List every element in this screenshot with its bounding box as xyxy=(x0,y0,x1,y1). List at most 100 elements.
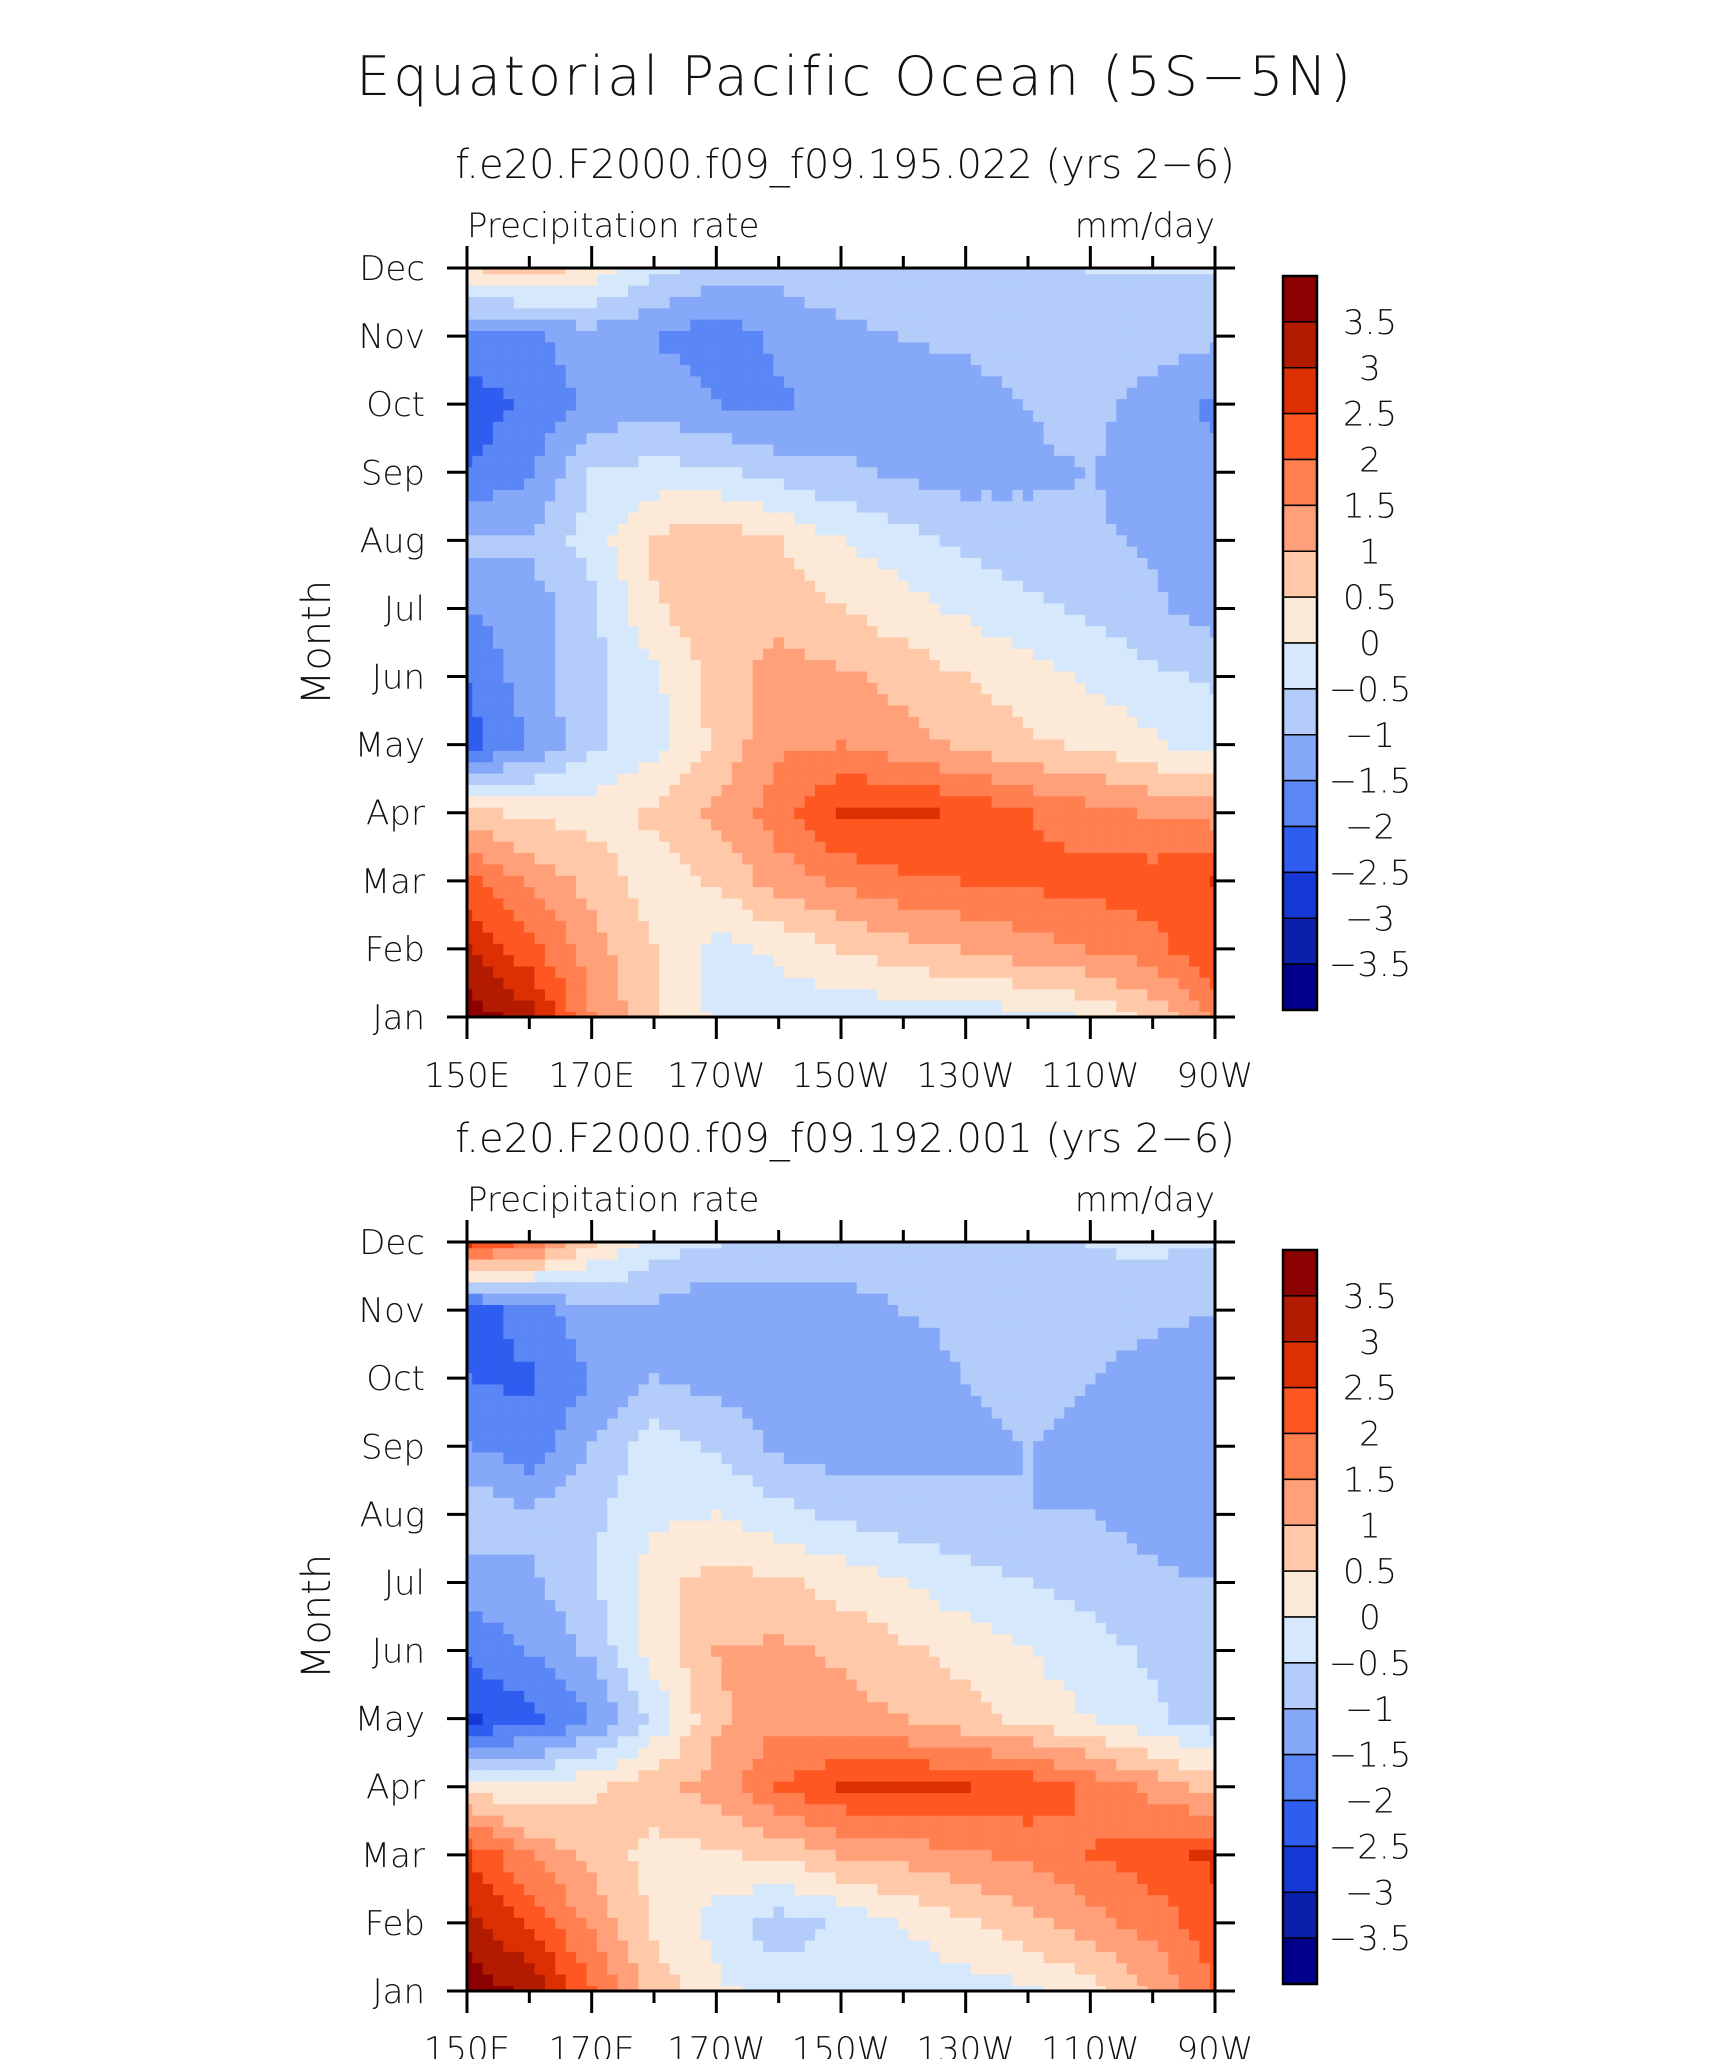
heatmap-cell xyxy=(1085,489,1097,502)
heatmap-cell xyxy=(555,477,567,490)
heatmap-cell xyxy=(918,546,930,558)
heatmap-cell xyxy=(638,784,650,797)
heatmap-cell xyxy=(679,489,691,502)
colorbar-swatch xyxy=(1282,367,1318,415)
heatmap-cell xyxy=(1053,863,1065,876)
heatmap-cell xyxy=(596,693,608,706)
heatmap-cell xyxy=(513,648,525,661)
heatmap-cell xyxy=(731,954,743,967)
heatmap-cell xyxy=(700,307,712,320)
heatmap-cell xyxy=(607,841,619,854)
heatmap-cell xyxy=(1157,443,1169,456)
heatmap-cell xyxy=(991,875,1003,888)
heatmap-cell xyxy=(742,909,754,922)
heatmap-cell xyxy=(1116,330,1128,343)
heatmap-cell xyxy=(908,659,920,672)
heatmap-cell xyxy=(472,285,484,297)
heatmap-cell xyxy=(1157,999,1169,1012)
heatmap-cell xyxy=(1116,398,1128,411)
heatmap-cell xyxy=(1064,875,1076,888)
heatmap-cell xyxy=(1126,841,1138,854)
heatmap-cell xyxy=(1116,341,1128,354)
heatmap-cell xyxy=(794,477,806,490)
heatmap-cell xyxy=(939,568,951,581)
heatmap-cell xyxy=(887,704,899,717)
heatmap-cell xyxy=(991,307,1003,320)
heatmap-cell xyxy=(825,375,837,388)
heatmap-cell xyxy=(472,897,484,910)
heatmap-cell xyxy=(576,409,588,422)
heatmap-cell xyxy=(1033,268,1045,275)
heatmap-cell xyxy=(617,625,629,638)
heatmap-cell xyxy=(628,886,640,899)
heatmap-cell xyxy=(700,319,712,332)
heatmap-cell xyxy=(1095,909,1107,922)
heatmap-cell xyxy=(534,897,546,910)
heatmap-cell xyxy=(467,319,473,332)
heatmap-cell xyxy=(970,409,982,422)
heatmap-cell xyxy=(929,432,941,445)
heatmap-cell xyxy=(825,693,837,706)
heatmap-cell xyxy=(908,1011,920,1017)
heatmap-cell xyxy=(1085,546,1097,558)
heatmap-cell xyxy=(981,738,993,751)
heatmap-cell xyxy=(596,285,608,297)
heatmap-cell xyxy=(742,999,754,1012)
heatmap-cell xyxy=(534,398,546,411)
heatmap-cell xyxy=(731,943,743,956)
heatmap-cell xyxy=(1064,387,1076,400)
heatmap-cell xyxy=(815,546,827,558)
heatmap-cell xyxy=(1147,330,1159,343)
heatmap-cell xyxy=(467,670,473,683)
heatmap-cell xyxy=(1105,693,1117,706)
heatmap-cell xyxy=(1137,285,1149,297)
heatmap-cell xyxy=(638,330,650,343)
heatmap-cell xyxy=(877,477,889,490)
heatmap-cell xyxy=(929,965,941,978)
heatmap-cell xyxy=(887,341,899,354)
heatmap-cell xyxy=(638,818,650,831)
heatmap-cell xyxy=(721,841,733,854)
heatmap-cell xyxy=(648,875,660,888)
heatmap-cell xyxy=(648,670,660,683)
heatmap-cell xyxy=(617,795,629,808)
heatmap-cell xyxy=(679,398,691,411)
heatmap-cell xyxy=(918,268,930,275)
heatmap-cell xyxy=(825,364,837,377)
heatmap-cell xyxy=(544,319,556,332)
heatmap-cell xyxy=(628,511,640,524)
heatmap-cell xyxy=(1178,897,1190,910)
heatmap-cell xyxy=(908,977,920,990)
heatmap-cell xyxy=(638,1011,650,1017)
heatmap-cell xyxy=(783,296,795,309)
heatmap-cell xyxy=(804,784,816,797)
heatmap-cell xyxy=(1147,455,1159,468)
heatmap-cell xyxy=(700,727,712,740)
heatmap-cell xyxy=(908,909,920,922)
heatmap-cell xyxy=(991,886,1003,899)
heatmap-cell xyxy=(731,1011,743,1017)
heatmap-cell xyxy=(596,477,608,490)
heatmap-cell xyxy=(835,636,847,649)
heatmap-cell xyxy=(846,511,858,524)
heatmap-cell xyxy=(472,353,484,366)
heatmap-cell xyxy=(804,909,816,922)
heatmap-cell xyxy=(669,625,681,638)
heatmap-cell xyxy=(472,818,484,831)
heatmap-cell xyxy=(617,375,629,388)
heatmap-cell xyxy=(1043,341,1055,354)
heatmap-cell xyxy=(1085,795,1097,808)
heatmap-cell xyxy=(467,273,473,286)
heatmap-cell xyxy=(1178,364,1190,377)
heatmap-cell xyxy=(1126,852,1138,865)
heatmap-cell xyxy=(856,500,868,513)
heatmap-cell xyxy=(690,387,702,400)
heatmap-cell xyxy=(950,1011,962,1017)
colorbar-label: 2.5 xyxy=(1343,395,1397,435)
heatmap-cell xyxy=(991,421,1003,434)
heatmap-cell xyxy=(524,795,536,808)
heatmap-cell xyxy=(1137,909,1149,922)
heatmap-cell xyxy=(669,285,681,297)
heatmap-cell xyxy=(607,909,619,922)
heatmap-cell xyxy=(586,897,598,910)
